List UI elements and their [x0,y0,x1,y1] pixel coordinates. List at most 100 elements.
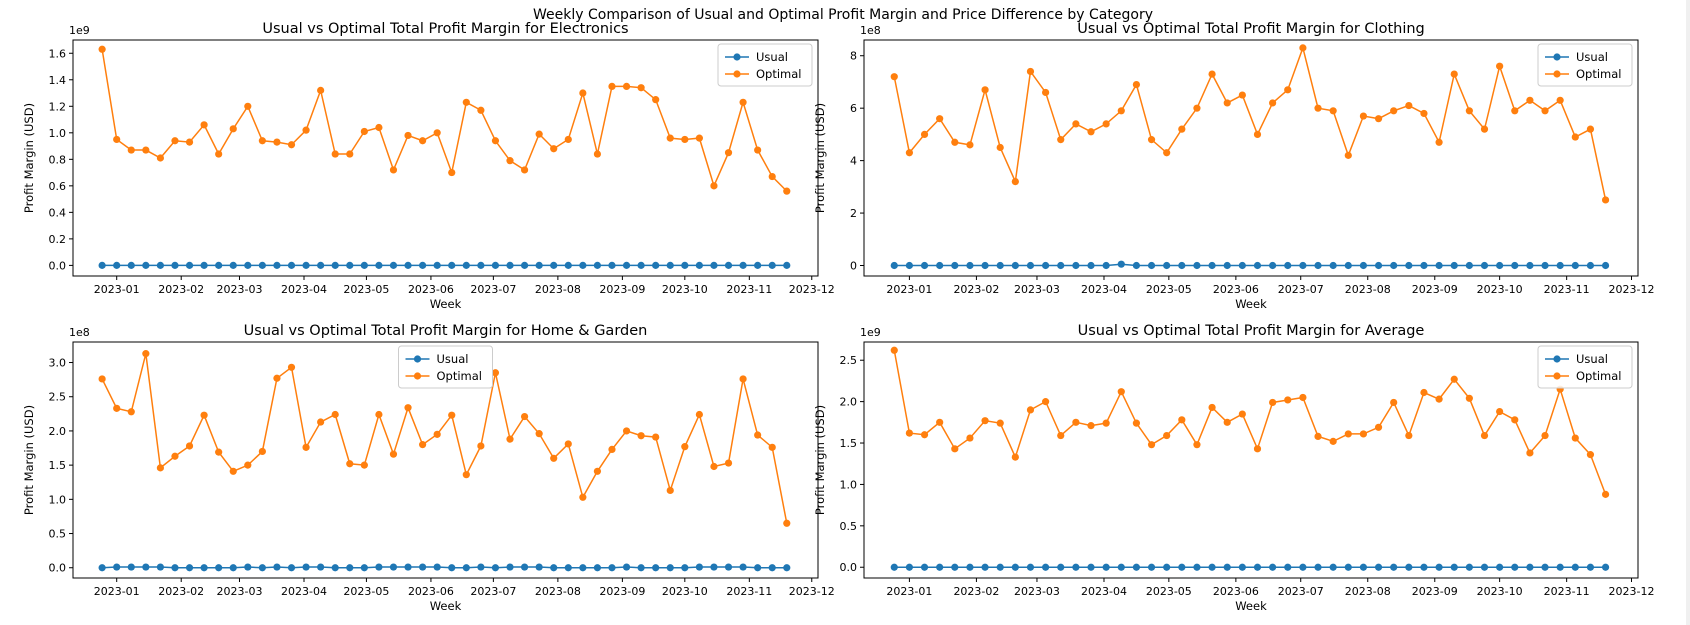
x-tick-label: 2023-07 [470,585,516,598]
y-tick-label: 2.5 [49,391,67,404]
data-point [360,564,368,572]
data-point [1526,563,1534,571]
data-point [1284,563,1292,571]
legend: Usual Optimal [717,43,813,87]
data-point [966,434,974,442]
subplot-3: Usual vs Optimal Total Profit Margin for… [813,323,1654,613]
data-point [936,563,944,571]
data-point [127,408,135,416]
x-tick-label: 2023-05 [1146,283,1192,296]
data-point [1571,261,1579,270]
data-point [1465,107,1473,115]
data-point [1344,563,1352,571]
data-point [1420,109,1428,118]
data-point [1147,441,1156,449]
data-point [477,106,485,114]
data-point [579,261,587,269]
data-point [1496,407,1504,416]
x-tick-label: 2023-03 [216,283,262,296]
data-point [936,261,944,270]
data-point [302,126,310,134]
data-point [1147,136,1156,144]
x-tick-label: 2023-12 [789,283,835,296]
legend-box [398,345,493,389]
x-tick-label: 2023-06 [408,283,454,296]
data-point [981,563,989,571]
data-point [1026,261,1035,270]
x-tick-label: 2023-02 [158,585,204,598]
data-point [1344,151,1352,159]
data-point [966,261,974,270]
data-point [637,261,645,269]
x-tick-label: 2023-06 [408,585,454,598]
data-point [1102,419,1110,427]
data-point [360,461,368,469]
x-axis-label: Week [1235,297,1267,311]
data-point [1284,86,1292,94]
x-tick-label: 2023-09 [599,283,645,296]
data-point [1601,490,1610,498]
data-point [127,261,135,269]
x-tick-label: 2023-01 [94,585,140,598]
x-tick-label: 2023-03 [216,585,262,598]
data-point [564,261,572,269]
data-point [1253,563,1262,571]
data-point [593,564,602,572]
data-point [142,261,150,269]
data-point [579,493,587,501]
data-point [783,519,791,527]
y-offset-text: 1e8 [69,326,90,339]
legend-marker [1553,355,1561,363]
data-point [1026,67,1035,76]
data-point [951,261,959,270]
data-point [1178,563,1186,571]
data-point [783,564,791,572]
x-tick-label: 2023-02 [953,585,999,598]
data-point [200,121,208,129]
data-point [1586,451,1595,459]
data-point [1178,416,1186,424]
data-point [622,82,631,90]
data-point [1087,563,1095,571]
data-point [579,89,587,97]
y-tick-label: 2.0 [840,396,858,409]
data-point [1193,104,1201,112]
data-point [171,261,179,269]
data-point [331,564,339,572]
data-point [1072,418,1080,426]
figure-suptitle: Weekly Comparison of Usual and Optimal P… [533,7,1153,23]
data-point [1511,563,1519,571]
data-point [1480,431,1489,440]
data-point [1420,388,1428,397]
data-point [1208,563,1216,571]
data-point [1026,406,1035,414]
data-point [1284,396,1292,404]
data-point [1450,70,1458,78]
series-optimal [98,350,791,527]
data-point [317,418,325,426]
data-point [448,411,456,419]
data-point [1072,261,1080,270]
data-point [1102,120,1110,128]
data-point [462,564,470,572]
subplot-grid: Usual vs Optimal Total Profit Margin for… [22,21,1654,613]
data-point [1359,563,1368,571]
data-point [258,564,266,572]
data-point [666,564,674,572]
data-point [724,261,733,269]
axes-frame [72,341,819,579]
data-point [244,563,252,571]
data-point [768,564,776,572]
window-scrollbar[interactable] [1686,0,1690,625]
data-point [710,261,718,269]
data-point [520,563,529,571]
data-point [1511,261,1519,270]
x-tick-label: 2023-04 [281,585,327,598]
data-point [652,564,660,572]
legend-label: Usual [1576,50,1608,64]
data-point [1329,563,1337,571]
x-tick-label: 2023-04 [1081,283,1127,296]
data-point [1253,130,1262,138]
x-tick-label: 2023-03 [1014,283,1060,296]
data-point [1269,261,1277,270]
